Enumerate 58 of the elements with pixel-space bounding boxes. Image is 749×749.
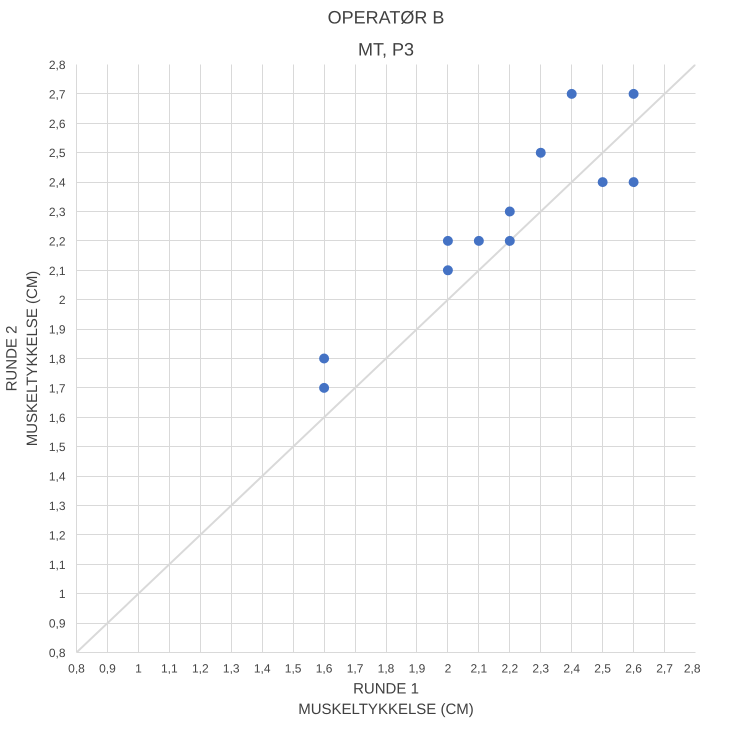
- y-tick-label: 2,2: [48, 234, 66, 248]
- point: [319, 354, 330, 364]
- y-tick-label: 1,4: [48, 470, 66, 484]
- point: [442, 265, 453, 276]
- x-tick-label: 1,1: [161, 662, 178, 676]
- x-tick-label: 2,3: [532, 662, 550, 676]
- point: [536, 148, 546, 158]
- y-tick-label: 1,1: [48, 558, 66, 572]
- y-tick-label: 1,9: [48, 322, 66, 337]
- x-tick-label: 1,8: [378, 662, 395, 676]
- x-tick-label: 0,9: [99, 662, 116, 676]
- y-tick-label: 1: [58, 587, 66, 602]
- x-tick-label: 2: [444, 662, 452, 676]
- x-tick-label: 1,9: [408, 662, 426, 676]
- point: [319, 382, 330, 393]
- x-tick-label: 2,2: [501, 662, 518, 676]
- chart-subtitle: MT, P3: [358, 40, 414, 60]
- y-tick-label: 1,2: [48, 528, 66, 542]
- y-tick-label: 2,6: [48, 116, 66, 131]
- y-tick-label: 1,6: [48, 410, 66, 425]
- x-tick-label: 1,5: [284, 662, 302, 676]
- y-tick-label: 1,5: [48, 440, 66, 454]
- point: [628, 88, 639, 99]
- x-tick-label: 2,7: [656, 662, 674, 676]
- chart-title: OPERATØR B: [328, 8, 444, 28]
- y-tick-label: 1,3: [48, 499, 66, 513]
- point: [628, 177, 639, 188]
- y-tick-label: 2,1: [48, 264, 66, 278]
- x-tick-label: 1,3: [222, 662, 240, 676]
- x-tick-label: 1,4: [254, 662, 271, 676]
- point: [504, 236, 515, 246]
- x-tick-label: 2,6: [625, 662, 642, 676]
- x-tick-label: 1,2: [192, 662, 209, 676]
- point: [474, 236, 484, 246]
- y-tick-label: 1,8: [48, 352, 66, 366]
- x-tick-label: 1,6: [316, 662, 333, 676]
- x-axis-title: RUNDE 1 MUSKELTYKKELSE (CM): [298, 680, 474, 718]
- x-tick-label: 0,8: [68, 662, 86, 676]
- point: [442, 236, 453, 246]
- point: [598, 177, 608, 188]
- x-tick-label: 2,1: [470, 662, 488, 676]
- point: [504, 206, 515, 216]
- y-tick-label: 0,9: [48, 616, 66, 631]
- x-tick-label: 2,8: [684, 662, 701, 676]
- y-tick-label: 0,8: [48, 646, 66, 660]
- x-tick-label: 2,4: [563, 662, 580, 676]
- x-tick-label: 1: [135, 662, 142, 676]
- x-tick-label: 2,5: [594, 662, 612, 676]
- x-tick-label: 1,7: [346, 662, 364, 676]
- y-tick-label: 2,7: [48, 87, 66, 102]
- y-tick-label: 2,5: [48, 146, 66, 160]
- y-axis-title: RUNDE 2 MUSKELTYKKELSE (CM): [3, 270, 41, 446]
- y-tick-label: 2,3: [48, 205, 66, 219]
- y-tick-label: 2: [58, 293, 66, 308]
- point: [566, 88, 577, 99]
- y-tick-label: 2,8: [48, 58, 66, 72]
- y-tick-label: 1,7: [48, 381, 66, 396]
- y-tick-label: 2,4: [48, 176, 66, 190]
